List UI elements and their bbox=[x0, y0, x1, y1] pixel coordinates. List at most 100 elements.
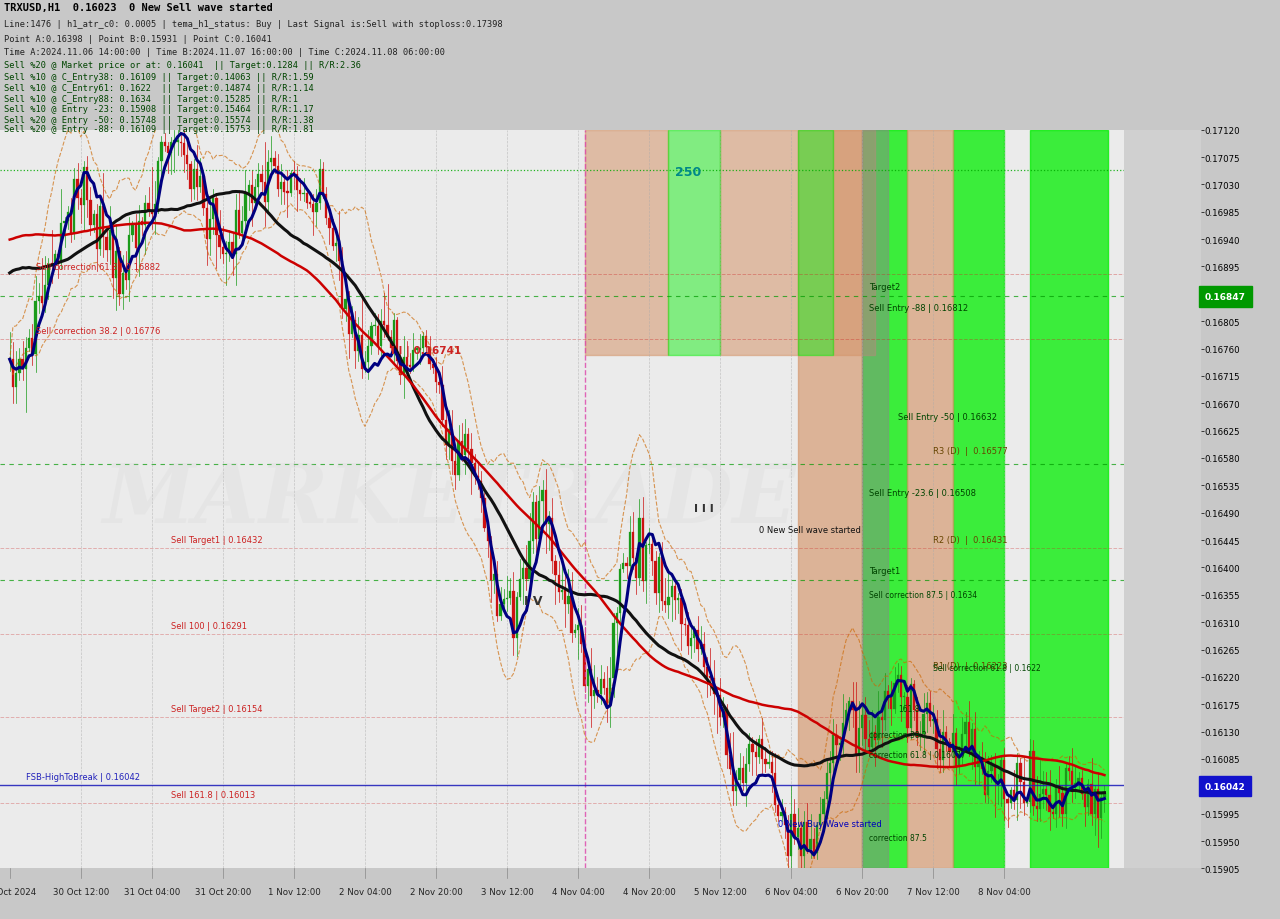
Bar bbox=[70, 212, 72, 233]
Bar bbox=[183, 144, 186, 155]
Bar bbox=[312, 205, 315, 213]
Bar bbox=[431, 365, 434, 369]
Bar bbox=[1048, 795, 1051, 811]
Bar bbox=[645, 546, 646, 582]
Text: Point A:0.16398 | Point B:0.15931 | Point C:0.16041: Point A:0.16398 | Point B:0.15931 | Poin… bbox=[4, 35, 271, 43]
Bar bbox=[771, 763, 773, 773]
Bar bbox=[274, 159, 275, 167]
Bar bbox=[913, 684, 915, 710]
Bar bbox=[596, 690, 599, 695]
Bar bbox=[790, 814, 792, 857]
Bar bbox=[564, 590, 566, 604]
Bar bbox=[83, 168, 84, 205]
Bar bbox=[296, 175, 298, 191]
Bar bbox=[308, 203, 311, 205]
Bar bbox=[700, 644, 701, 650]
Bar bbox=[908, 130, 952, 868]
Bar bbox=[1012, 790, 1015, 800]
Bar bbox=[774, 773, 776, 805]
Bar bbox=[425, 336, 428, 347]
Bar bbox=[787, 825, 788, 857]
Text: correction 61.8 | 0.16077: correction 61.8 | 0.16077 bbox=[869, 750, 965, 759]
Bar bbox=[151, 212, 152, 215]
Bar bbox=[399, 362, 402, 376]
Bar bbox=[622, 563, 625, 569]
Bar bbox=[1084, 794, 1087, 807]
Bar bbox=[448, 429, 451, 446]
Bar bbox=[102, 207, 105, 237]
Bar bbox=[325, 195, 328, 219]
Bar bbox=[315, 204, 317, 213]
Text: Target2: Target2 bbox=[869, 282, 900, 291]
Bar bbox=[721, 130, 797, 356]
Text: 8 Nov 04:00: 8 Nov 04:00 bbox=[978, 887, 1030, 896]
Bar bbox=[73, 180, 76, 233]
Bar bbox=[800, 828, 803, 857]
Bar bbox=[590, 669, 593, 697]
Bar bbox=[477, 476, 479, 482]
Bar bbox=[1052, 811, 1053, 814]
Bar bbox=[389, 337, 392, 348]
Bar bbox=[164, 142, 166, 147]
Bar bbox=[849, 701, 850, 710]
Bar bbox=[376, 326, 379, 346]
Bar bbox=[18, 360, 20, 373]
Bar bbox=[1036, 806, 1038, 810]
Bar bbox=[955, 732, 957, 766]
Bar bbox=[929, 703, 932, 721]
Bar bbox=[416, 349, 417, 351]
Bar bbox=[225, 254, 227, 255]
Bar bbox=[406, 357, 408, 367]
Bar bbox=[968, 722, 970, 752]
Bar bbox=[584, 645, 586, 686]
Text: 7 Nov 12:00: 7 Nov 12:00 bbox=[908, 887, 960, 896]
Bar bbox=[461, 441, 463, 456]
Bar bbox=[942, 732, 945, 760]
Bar bbox=[444, 420, 447, 446]
Bar bbox=[751, 744, 754, 752]
Bar bbox=[545, 490, 547, 525]
Bar bbox=[484, 498, 485, 528]
Bar bbox=[410, 366, 411, 368]
Bar bbox=[948, 743, 951, 753]
Text: I I I: I I I bbox=[694, 504, 714, 513]
Bar bbox=[200, 176, 201, 187]
Text: Sell 100 | 0.16291: Sell 100 | 0.16291 bbox=[172, 621, 247, 630]
Bar bbox=[529, 541, 531, 580]
Bar bbox=[813, 839, 815, 853]
Bar bbox=[132, 225, 133, 236]
Text: 4 Nov 20:00: 4 Nov 20:00 bbox=[623, 887, 676, 896]
Bar bbox=[1029, 752, 1032, 802]
Bar bbox=[938, 750, 941, 760]
Bar bbox=[925, 703, 928, 714]
Bar bbox=[335, 244, 337, 247]
Bar bbox=[293, 173, 294, 175]
Bar bbox=[906, 697, 909, 729]
Bar bbox=[1074, 783, 1076, 785]
Bar bbox=[509, 591, 512, 599]
Bar bbox=[457, 441, 460, 476]
Text: 31 Oct 04:00: 31 Oct 04:00 bbox=[124, 887, 180, 896]
Bar bbox=[348, 300, 349, 335]
Bar bbox=[196, 169, 198, 187]
Bar bbox=[442, 386, 444, 420]
Bar bbox=[883, 691, 886, 720]
Bar bbox=[9, 358, 10, 360]
Bar bbox=[1080, 777, 1083, 794]
Bar bbox=[822, 799, 824, 814]
Text: MARKETRADE: MARKETRADE bbox=[102, 460, 796, 539]
Bar bbox=[735, 780, 737, 791]
Bar bbox=[111, 231, 114, 279]
Bar bbox=[77, 180, 78, 199]
Bar bbox=[67, 212, 69, 222]
Bar bbox=[652, 545, 654, 561]
Bar bbox=[1078, 777, 1080, 784]
Bar bbox=[396, 321, 398, 362]
Bar bbox=[145, 203, 146, 226]
Bar bbox=[851, 701, 854, 710]
Bar bbox=[1042, 789, 1044, 794]
Text: Sell Target1 | 0.16432: Sell Target1 | 0.16432 bbox=[172, 536, 262, 545]
Bar bbox=[709, 676, 712, 678]
Bar bbox=[620, 569, 621, 614]
Bar bbox=[1023, 782, 1025, 803]
